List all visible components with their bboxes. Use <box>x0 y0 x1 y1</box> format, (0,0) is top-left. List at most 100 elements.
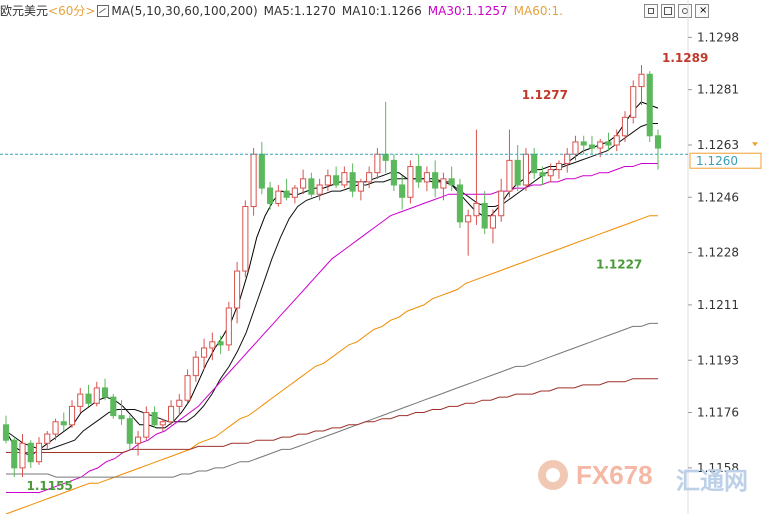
candle-body-up <box>423 172 430 183</box>
y-tick-label: 1.1193 <box>697 353 739 367</box>
candle-body-up <box>143 412 150 438</box>
watermark-cn: 汇通网 <box>676 467 748 495</box>
candle-body-up <box>506 159 513 192</box>
candle-body-up <box>572 141 579 155</box>
candle-body-up <box>522 153 530 186</box>
candle-body-down <box>101 387 109 398</box>
candle-body-up <box>201 347 208 358</box>
candle-body-down <box>27 442 34 463</box>
price-annotation: 1.1289 <box>662 51 708 65</box>
candle-body-up <box>134 436 142 444</box>
ma-params[interactable]: MA(5,10,30,60,100,200) <box>111 4 258 18</box>
restore-icon[interactable] <box>644 4 658 18</box>
candle-body-down <box>349 172 356 192</box>
candle-body-up <box>547 169 554 177</box>
candle-body-up <box>275 190 282 204</box>
candle-body-down <box>151 412 158 426</box>
watermark-text: FX678 <box>576 460 653 490</box>
candle-body-up <box>316 184 323 195</box>
candle-body-up <box>250 153 257 208</box>
candle-body-up <box>52 421 59 435</box>
candle-body-down <box>531 153 538 174</box>
candle-body-down <box>415 166 422 183</box>
candle-body-up <box>93 387 100 404</box>
maximize-icon[interactable] <box>661 4 675 18</box>
price-annotations: 1.1155 1.1277 1.1227 1.1289 <box>27 51 709 493</box>
candle-body-up <box>366 172 373 183</box>
candle-body-up <box>374 153 381 174</box>
y-tick-label: 1.1228 <box>697 246 739 260</box>
candle-body-up <box>77 393 84 407</box>
y-tick-label: 1.1246 <box>697 190 739 204</box>
symbol-title: 欧元美元 <box>0 4 49 18</box>
candle-body-down <box>448 178 455 186</box>
candle-body-up <box>630 86 637 118</box>
candle-body-up <box>184 375 191 401</box>
candle-body-up <box>440 178 447 189</box>
candle-body-down <box>11 439 18 469</box>
current-price-label: 1.1260 <box>696 154 738 168</box>
candle-body-up <box>324 175 331 186</box>
candle-body-down <box>283 190 290 198</box>
current-price-box <box>689 152 762 169</box>
candle-body-up <box>44 433 51 444</box>
candle-body-down <box>308 178 315 195</box>
candle-body-down <box>267 187 274 204</box>
candle-body-down <box>654 135 662 149</box>
candle-body-down <box>539 172 546 177</box>
candle-body-up <box>613 135 620 146</box>
ma-line-ma10 <box>5 123 658 450</box>
candle-body-up <box>68 405 76 426</box>
y-tick-label: 1.1281 <box>697 83 739 97</box>
period-label[interactable]: <60分> <box>48 4 96 18</box>
fx678-logo-icon <box>538 460 568 490</box>
ma5-value: MA5:1.1270 <box>263 4 336 18</box>
y-tick-label: 1.1298 <box>697 30 739 44</box>
price-axis: 1.1298 1.1281 1.1263 1.1246 1.1228 1.1211 1.11… <box>687 0 739 514</box>
current-price-marker: 1.1260 <box>0 142 762 169</box>
candle-body-down <box>456 184 463 223</box>
candle-body-down <box>580 141 587 146</box>
candle-body-up <box>225 307 232 346</box>
candle-body-down <box>382 153 389 161</box>
ma30-value: MA30:1.1257 <box>427 4 508 18</box>
candle-body-down <box>605 141 612 146</box>
candle-body-up <box>564 153 571 164</box>
candle-body-up <box>35 442 43 463</box>
candle-body-down <box>110 396 117 417</box>
candle-body-down <box>2 424 10 441</box>
candle-body-up <box>291 187 298 198</box>
y-tick-label: 1.1211 <box>697 298 739 312</box>
candle-body-down <box>399 184 406 198</box>
candle-body-up <box>234 270 241 309</box>
candle-body-up <box>638 73 645 88</box>
candle-body-down <box>126 418 133 444</box>
candle-body-up <box>407 166 414 198</box>
candle-body-down <box>118 415 125 420</box>
candle-body-up <box>621 116 629 137</box>
candle-body-down <box>333 175 340 186</box>
candle-body-down <box>217 341 224 346</box>
candle-body-up <box>192 356 199 377</box>
price-annotation: 1.1277 <box>522 88 568 102</box>
candle-body-up <box>168 405 175 423</box>
indicator-icon[interactable] <box>97 5 110 17</box>
price-annotation: 1.1227 <box>596 258 642 272</box>
candle-body-up <box>473 202 480 217</box>
candle-body-down <box>390 159 397 186</box>
candle-body-down <box>646 73 653 137</box>
candle-body-up <box>498 190 505 217</box>
close-icon[interactable]: × <box>695 4 709 18</box>
candle-body-down <box>514 159 521 186</box>
ma-line-ma200 <box>6 378 658 453</box>
candle-body-up <box>209 341 216 349</box>
candle-body-up <box>357 181 364 192</box>
y-tick-label: 1.1158 <box>697 461 739 475</box>
ma-line-ma100 <box>6 322 658 478</box>
ma-line-ma5 <box>5 101 659 457</box>
candle-body-down <box>588 144 596 149</box>
y-tick-label: 1.1263 <box>697 138 739 152</box>
window-toolbar: × <box>644 3 712 19</box>
candle-body-up <box>159 421 166 426</box>
